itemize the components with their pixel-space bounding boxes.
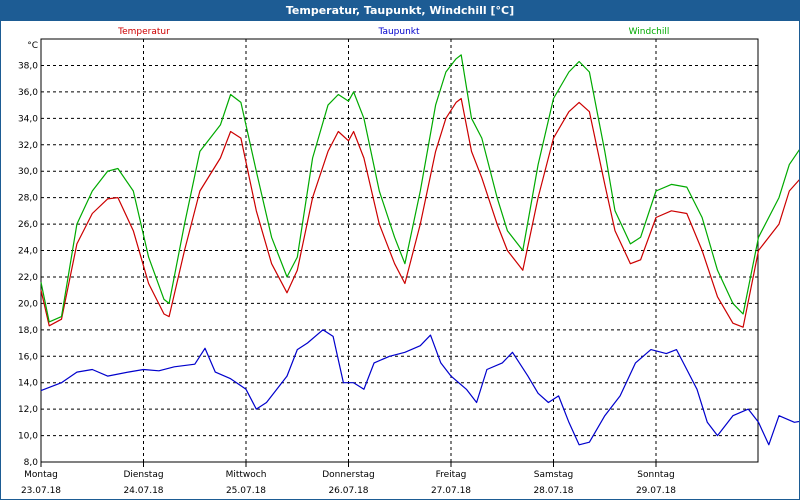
x-tick-date: 27.07.18 [431, 486, 471, 496]
x-tick-date: 26.07.18 [328, 486, 368, 496]
legend-taupunkt: Taupunkt [377, 27, 420, 37]
y-tick-label: 30,0 [18, 167, 38, 177]
y-tick-label: 18,0 [18, 326, 38, 336]
x-tick-day: Dienstag [123, 470, 163, 480]
y-tick-label: 12,0 [18, 405, 38, 415]
x-tick-day: Donnerstag [322, 470, 375, 480]
x-tick-day: Freitag [436, 470, 467, 480]
y-tick-label: 26,0 [18, 220, 38, 230]
legend-windchill: Windchill [629, 27, 670, 37]
x-tick-date: 29.07.18 [636, 486, 676, 496]
series-line-taupunkt [40, 329, 799, 446]
y-tick-label: 32,0 [18, 141, 38, 151]
window-title: Temperatur, Taupunkt, Windchill [°C] [1, 1, 799, 21]
x-tick-date: 24.07.18 [123, 486, 163, 496]
y-tick-label: 10,0 [18, 432, 38, 442]
y-tick-label: 22,0 [18, 273, 38, 283]
x-tick-day: Mittwoch [226, 470, 267, 480]
x-tick-date: 23.07.18 [21, 486, 61, 496]
x-tick-day: Samstag [534, 470, 573, 480]
y-tick-label: 24,0 [18, 247, 38, 257]
y-tick-label: 14,0 [18, 379, 38, 389]
y-tick-label: 8,0 [24, 458, 39, 468]
y-tick-label: 16,0 [18, 352, 38, 362]
y-tick-label: 20,0 [18, 299, 38, 309]
y-axis-unit: °C [27, 41, 38, 51]
y-tick-label: 34,0 [18, 114, 38, 124]
legend-temperatur: Temperatur [117, 27, 170, 37]
x-tick-day: Sonntag [637, 470, 674, 480]
y-tick-label: 28,0 [18, 194, 38, 204]
y-tick-label: 36,0 [18, 88, 38, 98]
x-tick-date: 28.07.18 [533, 486, 573, 496]
y-tick-label: 38,0 [18, 61, 38, 71]
series-line-temperatur [40, 97, 799, 328]
series-line-windchill [40, 54, 799, 323]
x-tick-date: 25.07.18 [226, 486, 266, 496]
x-tick-day: Montag [24, 470, 58, 480]
